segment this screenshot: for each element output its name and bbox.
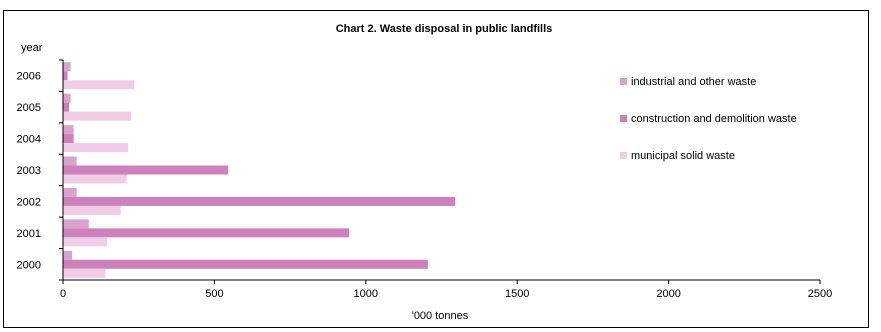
bar-2003-municipal-solid-waste <box>63 174 127 184</box>
bar-2003-construction-and-demolition-waste <box>63 165 229 175</box>
legend-swatch <box>620 78 627 85</box>
bar-2004-municipal-solid-waste <box>63 143 129 153</box>
bar-2002-construction-and-demolition-waste <box>63 196 456 206</box>
bar-2002-municipal-solid-waste <box>63 205 121 215</box>
bar-2006-construction-and-demolition-waste <box>63 71 68 81</box>
x-tick-label: 2000 <box>656 288 680 300</box>
bar-2003-industrial-and-other-waste <box>63 156 77 166</box>
bar-2006-industrial-and-other-waste <box>63 62 71 72</box>
y-tick-label: 2005 <box>17 102 41 114</box>
legend-label: municipal solid waste <box>631 150 735 162</box>
bar-2005-municipal-solid-waste <box>63 111 132 121</box>
bar-2001-construction-and-demolition-waste <box>63 228 350 238</box>
x-tick-label: 500 <box>205 288 223 300</box>
bar-2001-industrial-and-other-waste <box>63 219 89 229</box>
legend-label: construction and demolition waste <box>631 113 797 125</box>
y-tick-label: 2003 <box>17 165 41 177</box>
x-axis-label: '000 tonnes <box>412 310 469 322</box>
x-tick-label: 0 <box>60 288 66 300</box>
bar-2005-construction-and-demolition-waste <box>63 102 70 112</box>
bar-2000-municipal-solid-waste <box>63 268 106 278</box>
y-tick-label: 2000 <box>17 259 41 271</box>
bar-2005-industrial-and-other-waste <box>63 93 71 103</box>
bar-2001-municipal-solid-waste <box>63 237 107 247</box>
y-tick-label: 2004 <box>17 134 41 146</box>
bar-2004-construction-and-demolition-waste <box>63 134 74 144</box>
x-tick-label: 2500 <box>808 288 832 300</box>
legend-swatch <box>620 115 627 122</box>
legend-swatch <box>620 152 627 159</box>
bar-2000-industrial-and-other-waste <box>63 250 73 260</box>
bar-2006-municipal-solid-waste <box>63 80 135 90</box>
legend-label: industrial and other waste <box>631 76 756 88</box>
y-tick-label: 2006 <box>17 71 41 83</box>
x-tick-label: 1000 <box>354 288 378 300</box>
x-tick-label: 1500 <box>505 288 529 300</box>
y-tick-label: 2002 <box>17 196 41 208</box>
bar-2004-industrial-and-other-waste <box>63 125 74 135</box>
y-tick-label: 2001 <box>17 228 41 240</box>
bar-2000-construction-and-demolition-waste <box>63 259 428 269</box>
bar-2002-industrial-and-other-waste <box>63 187 77 197</box>
chart-title: Chart 2. Waste disposal in public landfi… <box>336 23 553 35</box>
y-axis-label: year <box>21 42 43 54</box>
